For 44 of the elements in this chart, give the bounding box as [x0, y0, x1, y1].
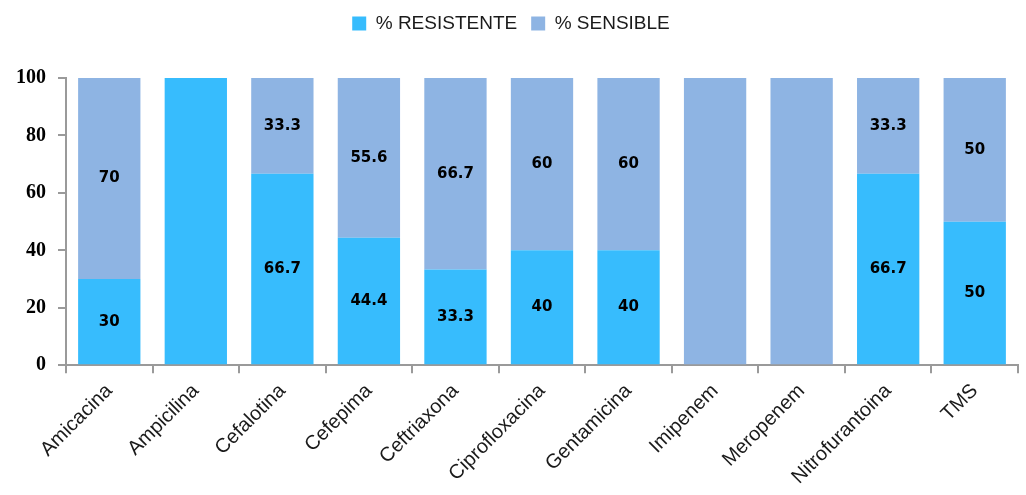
- data-label: 40: [531, 297, 553, 316]
- data-label: 60: [531, 154, 553, 173]
- data-label: 66.7: [436, 163, 474, 182]
- bar: [164, 78, 227, 365]
- bar: [424, 78, 487, 270]
- bar: [337, 78, 401, 238]
- data-label: 70: [98, 168, 120, 187]
- data-label: 60: [618, 154, 639, 173]
- bar: [943, 221, 1006, 365]
- bar: [943, 78, 1006, 222]
- bar: [510, 78, 574, 251]
- data-label: 40: [618, 297, 639, 316]
- data-label: 66.7: [263, 258, 301, 277]
- legend-label: % RESISTENTE: [375, 11, 518, 33]
- data-label: 33.3: [436, 306, 474, 325]
- data-label: 44.4: [350, 290, 388, 309]
- data-label: 30: [98, 311, 120, 330]
- y-tick-label: 100: [16, 65, 46, 88]
- bar: [251, 173, 314, 365]
- bar: [857, 78, 920, 174]
- bar: [597, 78, 660, 251]
- bar: [337, 237, 401, 365]
- data-label: 50: [964, 282, 986, 301]
- y-tick-label: 40: [26, 237, 46, 260]
- y-tick-label: 20: [26, 294, 46, 317]
- bar: [857, 173, 920, 365]
- data-label: 66.7: [869, 258, 907, 277]
- bar: [78, 279, 141, 365]
- x-tick-label: TMS: [936, 378, 982, 425]
- bar: [424, 269, 487, 365]
- bar: [78, 78, 141, 280]
- data-label: 50: [964, 139, 986, 158]
- y-tick-label: 60: [26, 180, 46, 203]
- bar: [251, 78, 314, 174]
- bar: [683, 78, 747, 365]
- bar: [510, 250, 574, 365]
- data-label: 33.3: [263, 115, 301, 134]
- y-tick-label: 0: [36, 352, 46, 375]
- data-label: 55.6: [350, 147, 388, 166]
- data-label: 33.3: [869, 115, 907, 134]
- bar: [597, 250, 660, 365]
- bar: [770, 78, 833, 365]
- legend-label: % SENSIBLE: [554, 11, 670, 33]
- y-tick-label: 80: [26, 122, 46, 145]
